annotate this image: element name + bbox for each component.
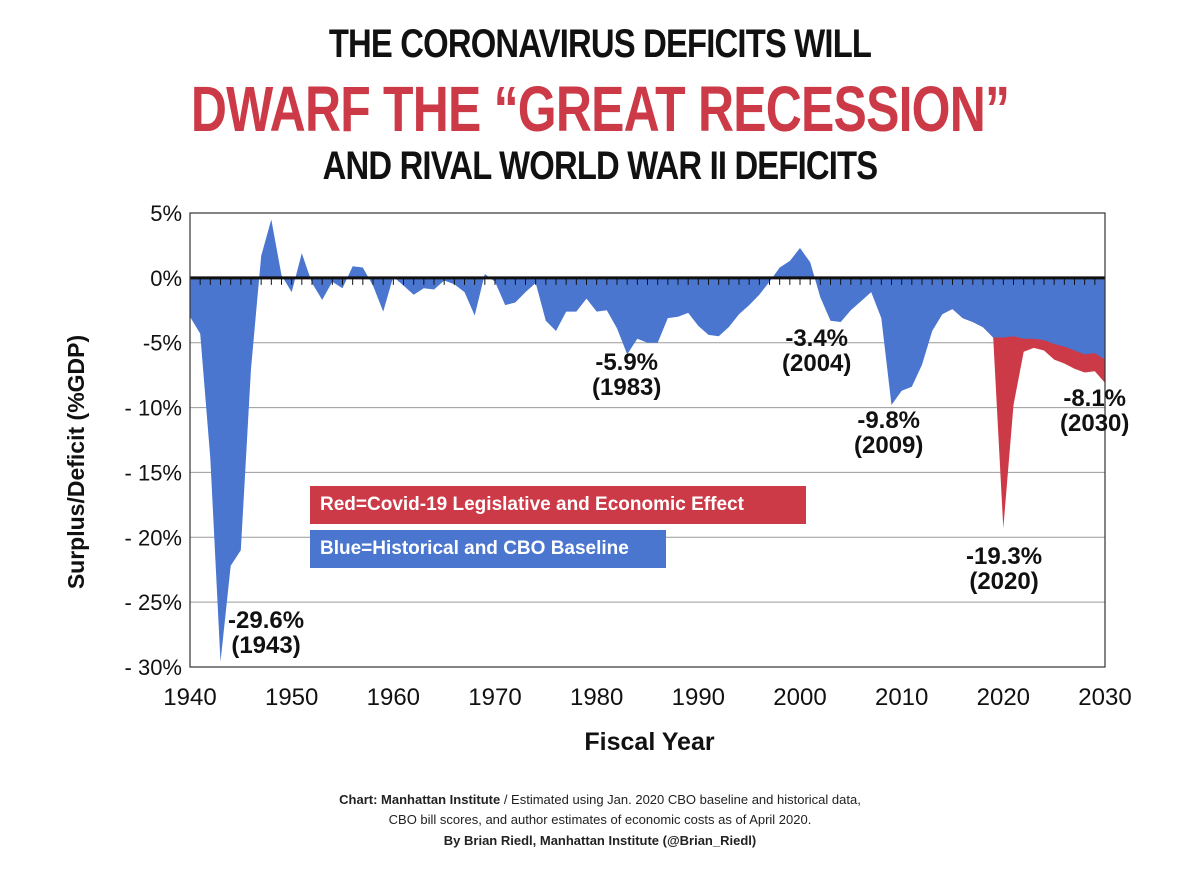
annotation-2004-year: (2004) — [782, 350, 852, 377]
footer-line-3: By Brian Riedl, Manhattan Institute (@Br… — [443, 833, 757, 848]
y-axis-title: Surplus/Deficit (%GDP) — [63, 335, 89, 589]
annotation-2009-value: -9.8% — [857, 407, 921, 434]
y-tick-label: - 15% — [125, 460, 182, 485]
x-tick-label: 1990 — [672, 684, 725, 711]
plot-frame — [189, 212, 1106, 668]
annotation-2004: -3.4% (2004) — [782, 326, 851, 376]
annotation-2020: -19.3% (2020) — [966, 544, 1042, 594]
annotation-1943-year: (1943) — [231, 632, 301, 659]
footer-source: Chart: Manhattan Institute — [339, 792, 501, 807]
x-tick-label: 1970 — [468, 684, 521, 711]
annotation-1983-year: (1983) — [592, 374, 662, 401]
x-tick-label: 1980 — [570, 684, 623, 711]
y-tick-label: 0% — [150, 266, 182, 291]
y-tick-label: -5% — [143, 331, 182, 356]
series-baseline-area — [190, 219, 1105, 662]
x-tick-label: 2000 — [773, 684, 826, 711]
y-tick-label: - 25% — [125, 590, 182, 615]
y-tick-label: - 10% — [125, 396, 182, 421]
legend-red: Red=Covid-19 Legislative and Economic Ef… — [310, 486, 806, 524]
annotation-1943-value: -29.6% — [228, 607, 305, 634]
x-tick-label: 1960 — [367, 684, 420, 711]
y-tick-label: 5% — [150, 201, 182, 226]
y-tick-label: - 20% — [125, 525, 182, 550]
x-tick-label: 1950 — [265, 684, 318, 711]
series-baseline-projection — [952, 277, 1105, 360]
footer-line-1: Chart: Manhattan Institute / Estimated u… — [0, 792, 1200, 807]
x-tick-label: 2030 — [1078, 684, 1131, 711]
annotation-2004-value: -3.4% — [785, 325, 849, 352]
x-tick-label: 1940 — [163, 684, 216, 711]
y-tick-label: - 30% — [125, 655, 182, 680]
x-tick-label: 2010 — [875, 684, 928, 711]
title-line-1: THE CORONAVIRUS DEFICITS WILL — [328, 22, 872, 66]
annotation-1983-value: -5.9% — [595, 349, 659, 376]
title-line-3: AND RIVAL WORLD WAR II DEFICITS — [322, 144, 878, 188]
annotation-2009-year: (2009) — [854, 432, 924, 459]
annotation-1983: -5.9% (1983) — [592, 350, 661, 400]
annotation-2020-year: (2020) — [969, 568, 1039, 595]
annotation-2020-value: -19.3% — [966, 543, 1043, 570]
legend-blue: Blue=Historical and CBO Baseline — [310, 530, 666, 568]
x-axis-title: Fiscal Year — [584, 728, 714, 756]
x-tick-label: 2020 — [977, 684, 1030, 711]
annotation-2009: -9.8% (2009) — [854, 408, 923, 458]
annotation-2030-year: (2030) — [1060, 410, 1130, 437]
title-line-2: DWARF THE “GREAT RECESSION” — [190, 73, 1010, 145]
footer-note: / Estimated using Jan. 2020 CBO baseline… — [500, 792, 861, 807]
footer-line-2: CBO bill scores, and author estimates of… — [388, 812, 812, 827]
annotation-1943: -29.6% (1943) — [228, 608, 304, 658]
annotation-2030-value: -8.1% — [1063, 385, 1127, 412]
annotation-2030: -8.1% (2030) — [1060, 386, 1129, 436]
